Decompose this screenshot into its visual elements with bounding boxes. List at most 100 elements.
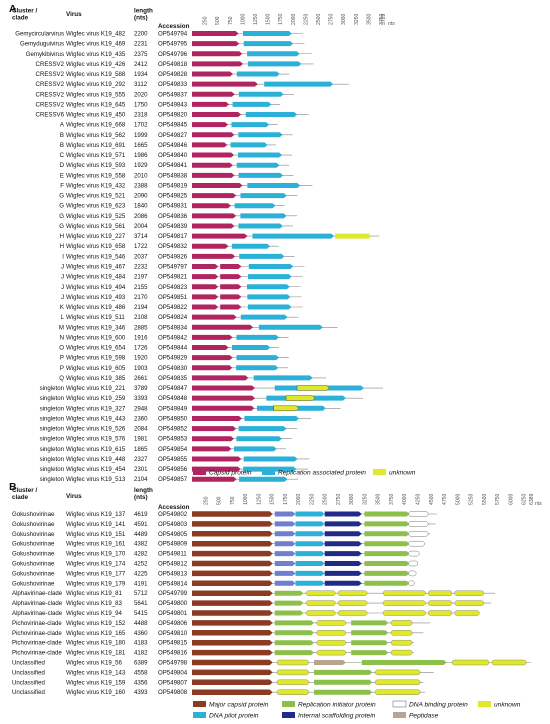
capsid-gene [192, 81, 258, 87]
panel-a-cluster-cell: H [60, 243, 64, 250]
panel-b-length-cell: 5641 [134, 600, 148, 607]
panel-a-length-cell: 2104 [134, 476, 148, 483]
capsid-gene [192, 142, 228, 148]
dna-pilot-gene [274, 531, 296, 537]
unknown-gene [276, 659, 309, 666]
panel-a-length-cell: 1702 [134, 122, 148, 129]
panel-a-cluster-cell: CRESSV2 [36, 101, 65, 108]
rep-gene [236, 334, 279, 340]
panel-b-tick-label: 2500 [323, 494, 329, 505]
panel-a-cluster-cell: CRESSV6 [36, 112, 65, 119]
panel-a-virus-cell: Wigfec virus K19_494 [66, 284, 126, 291]
panel-b-length-cell: 5415 [134, 610, 148, 617]
panel-b-virus-cell: Wigfec virus K19_179 [66, 580, 126, 587]
panel-a-accession-cell: OP549848 [158, 395, 188, 402]
replication-initiator-gene [314, 689, 373, 695]
rep-gene [234, 446, 277, 452]
rep-gene [240, 213, 287, 219]
capsid-gene [192, 263, 219, 269]
panel-a-length-cell: 2090 [134, 193, 148, 200]
panel-b-cluster-cell: Gokushovirinae [12, 511, 55, 518]
legend-mcp-swatch [193, 701, 206, 707]
legend-isp-swatch [282, 712, 295, 718]
panel-a-cluster-cell: M [59, 324, 64, 331]
unknown-gene [382, 600, 426, 606]
panel-b-length-cell: 4558 [134, 669, 148, 676]
panel-a-tick-label: 2250 [303, 14, 309, 25]
panel-b-tick-label: 2250 [309, 494, 315, 505]
unknown-gene [316, 649, 347, 656]
panel-b-header-accession: Accession [158, 504, 190, 511]
panel-a-length-cell: 2004 [134, 223, 148, 230]
panel-a-virus-cell: Wigfec virus K19_450 [66, 112, 126, 119]
panel-a-cluster-cell: singleton [40, 436, 64, 443]
unknown-gene [454, 610, 480, 616]
rep-gene [238, 132, 283, 138]
capsid-gene [192, 426, 237, 432]
internal-scaffolding-gene [324, 541, 362, 547]
panel-a-length-cell: 2194 [134, 304, 148, 311]
panel-a-length-cell: 2375 [134, 51, 148, 58]
panel-a-virus-cell: Wigfec virus K19_432 [66, 182, 126, 189]
panel-a-virus-cell: Wigfec virus K19_454 [66, 466, 126, 473]
dna-pilot-gene [274, 570, 296, 576]
capsid-gene [192, 436, 234, 442]
panel-a-header-clade: clade [12, 15, 29, 22]
panel-a-virus-cell: Wigfec virus K19_486 [66, 304, 126, 311]
panel-a-length-cell: 2010 [134, 172, 148, 179]
replication-initiator-gene [274, 620, 315, 626]
panel-a-virus-cell: Wigfec virus K19_576 [66, 436, 126, 443]
unknown-gene [276, 689, 309, 695]
replication-initiator-gene [364, 531, 410, 537]
dna-pilot-gene [274, 561, 296, 566]
major-capsid-gene [192, 511, 273, 517]
panel-b-length-cell: 4489 [134, 531, 148, 538]
rep-gene [232, 345, 271, 351]
replication-initiator-gene [364, 511, 410, 517]
panel-b-accession-cell: OP549811 [158, 551, 187, 558]
panel-b-tick-label: 6389 [529, 494, 535, 505]
capsid-gene [192, 284, 219, 290]
replication-initiator-gene [361, 660, 447, 665]
legend-rep-label: Replication associated protein [278, 470, 366, 477]
panel-a-virus-cell: Wigfec virus K19_493 [66, 294, 126, 301]
dna-pilot-gene [274, 580, 296, 586]
panel-a-accession-cell: OP549817 [158, 233, 188, 240]
unknown-gene [427, 610, 453, 616]
panel-b-cluster-cell: Gokushovirinae [12, 580, 55, 587]
panel-a-accession-cell: OP549823 [158, 284, 188, 291]
dna-binding-gene [408, 580, 415, 586]
panel-a-tick-label: 3500 [366, 14, 372, 25]
panel-a-length-cell: 2020 [134, 91, 148, 98]
rep-gene [236, 365, 279, 371]
major-capsid-gene [192, 689, 273, 695]
unknown-gene [454, 590, 485, 596]
panel-a-accession-cell: OP549857 [158, 476, 188, 483]
replication-initiator-gene [351, 640, 389, 646]
unknown-gene [316, 620, 347, 626]
panel-a-cluster-cell: H [60, 233, 64, 240]
panel-a-cluster-cell: singleton [40, 415, 64, 422]
panel-b-length-cell: 4183 [134, 640, 148, 647]
panel-a-virus-cell: Wigfec virus K19_511 [66, 314, 125, 321]
legend-capsid-swatch [193, 469, 206, 475]
panel-a-accession-cell: OP549818 [158, 61, 188, 68]
panel-a-cluster-cell: CRESSV2 [36, 81, 65, 88]
rep-gene [239, 253, 285, 259]
capsid-gene [192, 375, 249, 381]
panel-b-tick-label: 6250 [522, 494, 528, 505]
panel-a-virus-cell: Wigfec virus K19_227 [66, 233, 126, 240]
unknown-gene [382, 610, 426, 616]
panel-a-accession-cell: OP549827 [158, 132, 188, 139]
panel-b-accession-cell: OP549810 [158, 630, 188, 637]
panel-a-length-cell: 1726 [134, 345, 148, 352]
panel-b-header-length-units: (nts) [134, 494, 148, 501]
panel-b-length-cell: 4356 [134, 679, 148, 686]
dna-pilot-gene [274, 511, 296, 517]
panel-a-cluster-cell: B [60, 142, 64, 149]
panel-b-virus-cell: Wigfec virus K19_165 [66, 630, 126, 637]
panel-b-virus-cell: Wigfec virus K19_160 [66, 689, 126, 696]
panel-b-virus-cell: Wigfec virus K19_177 [66, 570, 126, 577]
panel-b-tick-label: 4500 [429, 494, 435, 505]
panel-a-virus-cell: Wigfec virus K19_600 [66, 334, 126, 341]
